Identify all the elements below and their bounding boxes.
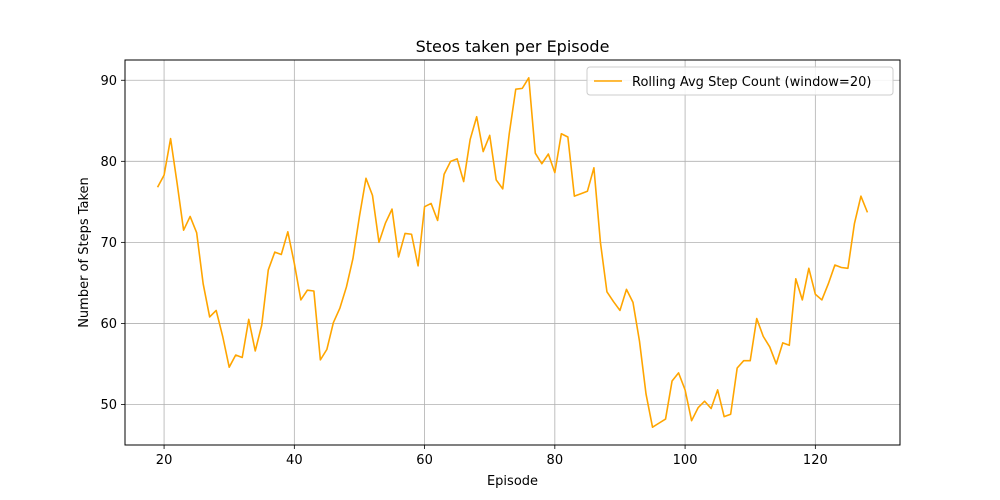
legend-label: Rolling Avg Step Count (window=20) (632, 75, 871, 90)
x-axis-label: Episode (487, 474, 538, 489)
y-tick-label: 70 (100, 236, 117, 251)
y-tick-label: 90 (100, 74, 117, 89)
y-tick-label: 60 (100, 317, 117, 332)
series-line (156, 77, 869, 428)
x-tick-label: 20 (156, 453, 173, 468)
x-tick-label: 40 (286, 453, 303, 468)
x-tick-label: 80 (547, 453, 564, 468)
legend: Rolling Avg Step Count (window=20) (586, 66, 894, 96)
y-tick-label: 80 (100, 155, 117, 170)
y-axis-ticks: 50 60 70 80 90 (100, 74, 125, 413)
legend-box (586, 66, 894, 96)
plot-frame (124, 59, 901, 446)
y-axis-label: Number of Steps Taken (77, 177, 92, 328)
x-tick-label: 60 (416, 453, 433, 468)
series-lines (156, 77, 869, 428)
x-tick-label: 100 (673, 453, 698, 468)
x-tick-label: 120 (803, 453, 828, 468)
x-axis-ticks: 20 40 60 80 100 120 (156, 445, 828, 468)
chart-title: Steos taken per Episode (416, 37, 610, 56)
y-tick-label: 50 (100, 398, 117, 413)
